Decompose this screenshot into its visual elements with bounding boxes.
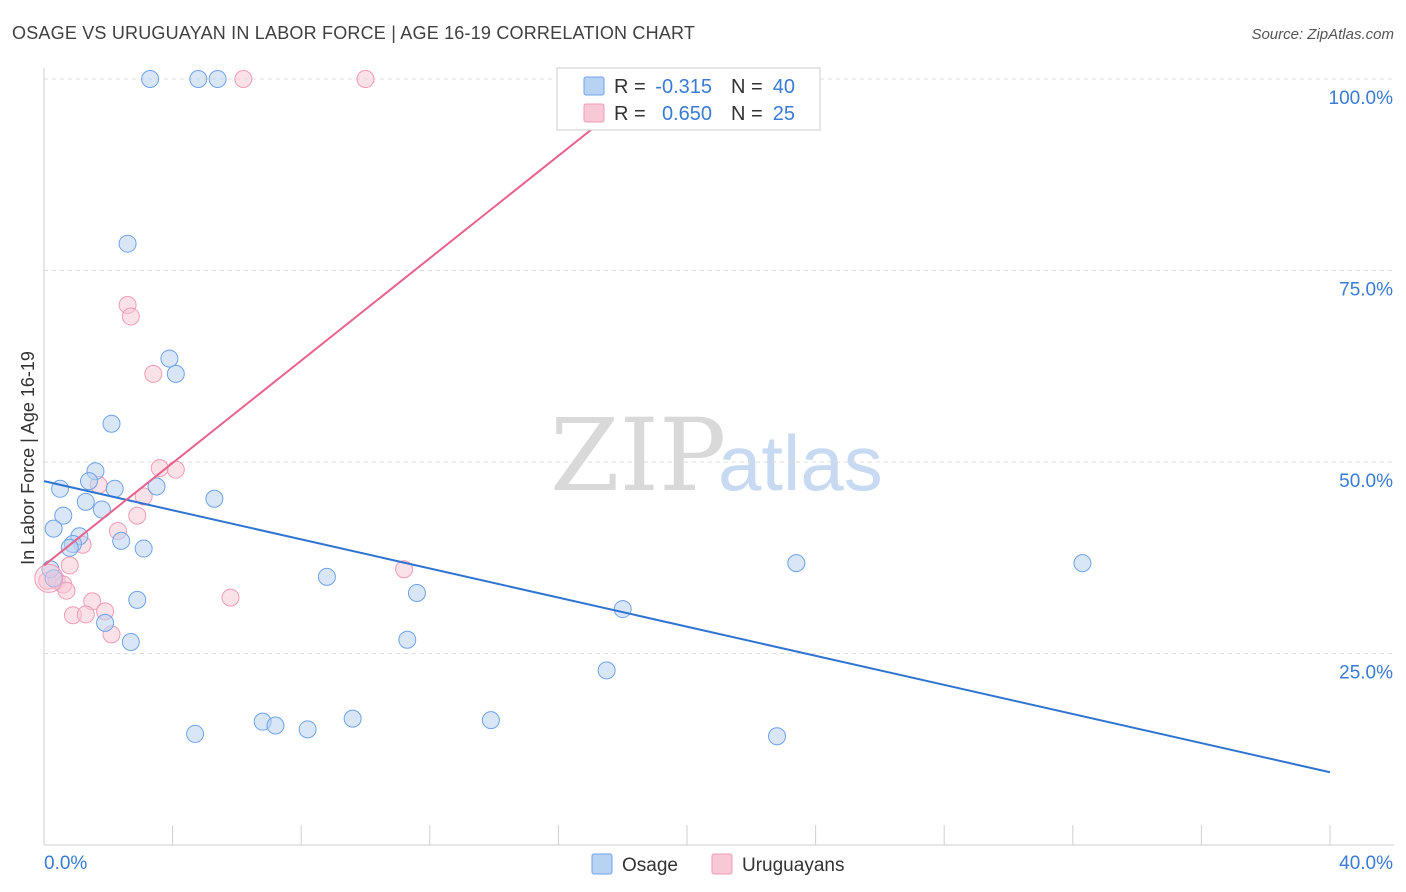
y-tick-labels: 25.0% 50.0% 75.0% 100.0% <box>1329 88 1394 684</box>
legend-n-label-uruguayans: N = <box>731 103 763 125</box>
gridlines <box>44 78 1394 654</box>
uruguayan-point <box>128 506 147 525</box>
osage-point <box>1073 554 1092 573</box>
uruguayan-point <box>121 307 140 326</box>
osage-point <box>205 489 224 508</box>
osage-point <box>121 633 140 652</box>
osage-point <box>189 70 208 88</box>
uruguayan-point <box>76 605 95 624</box>
osage-point <box>186 724 205 743</box>
legend-swatch-osage <box>583 76 605 96</box>
osage-point <box>317 567 336 586</box>
osage-point <box>112 531 131 550</box>
y-tick-label: 25.0% <box>1339 663 1393 684</box>
osage-point <box>768 727 787 746</box>
series-legend: Osage Uruguayans <box>591 853 844 876</box>
uruguayan-point <box>166 460 185 479</box>
osage-point <box>208 70 227 88</box>
osage-point <box>80 472 99 491</box>
osage-point <box>160 349 179 368</box>
correlation-legend: R = -0.315 N = 40 R = 0.650 N = 25 <box>556 67 821 131</box>
osage-point <box>96 613 115 632</box>
osage-point <box>407 583 426 602</box>
legend-r-value-uruguayans: 0.650 <box>662 103 712 125</box>
watermark-atlas: atlas <box>718 419 883 507</box>
osage-point <box>266 716 285 735</box>
uruguayan-point <box>356 70 375 88</box>
uruguayan-point <box>57 581 76 600</box>
chart-title: OSAGE VS URUGUAYAN IN LABOR FORCE | AGE … <box>12 23 695 43</box>
osage-point <box>134 539 153 558</box>
uruguayan-point <box>60 556 79 575</box>
osage-point <box>343 709 362 728</box>
uruguayan-point <box>234 70 253 88</box>
osage-point <box>597 661 616 680</box>
osage-point <box>141 70 160 88</box>
trend-lines <box>43 78 1331 774</box>
osage-point <box>613 600 632 619</box>
legend-n-label-osage: N = <box>731 76 763 98</box>
osage-point <box>398 630 417 649</box>
y-axis-label: In Labor Force | Age 16-19 <box>18 351 38 565</box>
osage-point <box>166 364 185 383</box>
uruguayan-point-large <box>34 563 64 593</box>
x-tick-label-left: 0.0% <box>44 853 87 874</box>
y-tick-label: 50.0% <box>1339 471 1393 492</box>
x-tick-label-right: 40.0% <box>1339 853 1393 874</box>
bottom-legend-label-uruguayans: Uruguayans <box>742 855 844 876</box>
osage-point <box>102 414 121 433</box>
osage-point <box>92 500 111 519</box>
legend-n-value-osage: 40 <box>773 76 795 98</box>
watermark-zip: ZIP <box>550 397 726 514</box>
osage-point <box>60 538 79 557</box>
osage-point <box>118 234 137 253</box>
bottom-legend-swatch-uruguayans <box>711 853 733 875</box>
osage-point <box>54 506 73 525</box>
osage-point <box>787 554 806 573</box>
osage-point <box>128 590 147 609</box>
y-tick-label: 100.0% <box>1329 88 1394 109</box>
axes <box>43 68 1394 846</box>
legend-r-value-osage: -0.315 <box>655 76 712 98</box>
legend-swatch-uruguayans <box>583 103 605 123</box>
osage-point <box>44 519 63 538</box>
osage-point <box>298 720 317 739</box>
legend-n-value-uruguayans: 25 <box>773 103 795 125</box>
y-tick-label: 75.0% <box>1339 280 1393 301</box>
legend-r-label-uruguayans: R = <box>614 103 646 125</box>
uruguayan-trend-line <box>43 78 656 567</box>
uruguayan-point <box>144 364 163 383</box>
bottom-legend-label-osage: Osage <box>622 855 678 876</box>
legend-r-label-osage: R = <box>614 76 646 98</box>
osage-point <box>481 711 500 730</box>
uruguayan-point <box>134 487 153 506</box>
uruguayan-point <box>395 560 414 579</box>
osage-point <box>44 569 63 588</box>
uruguayan-point <box>221 588 240 607</box>
osage-trend-line <box>43 480 1331 774</box>
bottom-legend-swatch-osage <box>591 853 613 875</box>
osage-point <box>76 492 95 511</box>
chart-source: Source: ZipAtlas.com <box>1251 26 1394 43</box>
osage-point <box>105 479 124 498</box>
osage-point <box>147 477 166 496</box>
